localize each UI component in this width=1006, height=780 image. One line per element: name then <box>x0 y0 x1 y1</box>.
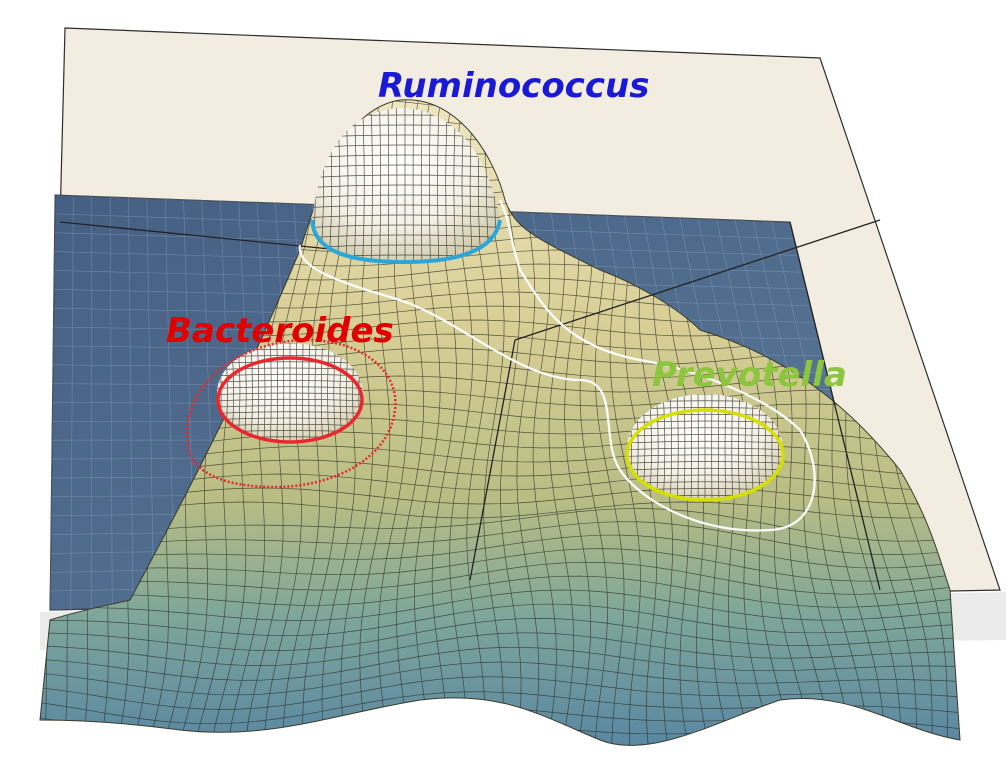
prevotella-mesh <box>627 394 783 502</box>
bacteroides-mesh <box>217 343 363 443</box>
bacteroides-ring <box>216 356 364 444</box>
bacteroides-outer-contour <box>185 338 397 489</box>
prevotella-label: Prevotella <box>652 355 847 395</box>
ruminococcus-mesh <box>312 108 500 262</box>
plane-edges <box>59 219 881 591</box>
ruminococcus-label: Ruminococcus <box>378 66 649 106</box>
prevotella-ring <box>625 408 785 502</box>
bacteroides-label: Bacteroides <box>166 311 394 351</box>
ruminococcus-ring <box>310 219 502 265</box>
white-contour <box>298 199 816 532</box>
